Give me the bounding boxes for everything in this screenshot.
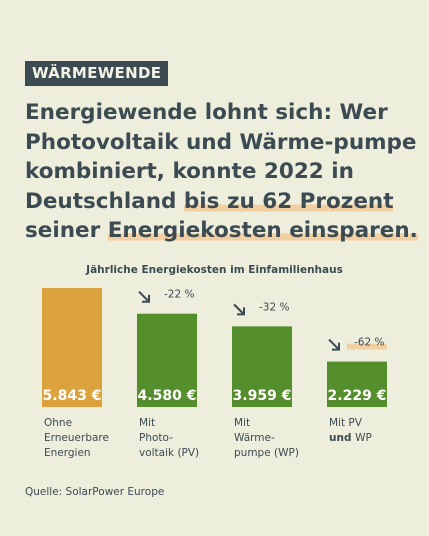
bar [327,361,387,407]
headline-text-2: seiner [25,218,108,243]
headline: Energiewende lohnt sich: Wer Photovoltai… [25,98,420,246]
headline-highlight-2: Energiekosten einsparen. [107,218,418,243]
headline-text-1: Energiewende lohnt sich: Wer Photovoltai… [25,100,417,214]
change-highlight [347,343,387,350]
category-label: Wärme- [234,432,275,444]
source-note: Quelle: SolarPower Europe [25,486,165,498]
down-arrow-icon [233,303,245,316]
category-label: Energien [44,447,91,459]
category-label: Mit [234,417,250,429]
category-label: Mit [139,417,155,429]
change-label: -32 % [259,301,289,313]
chart-title: Jährliche Energiekosten im Einfamilienha… [86,264,343,276]
category-label: voltaik (PV) [139,447,199,459]
bar-value-label: 3.959 € [233,388,292,404]
headline-highlight-1: bis zu 62 Prozent [183,188,394,214]
bar-value-label: 5.843 € [43,388,102,404]
category-label: und WP [329,432,372,444]
bar [232,326,292,407]
category-label: Ohne [44,417,72,429]
bar [137,313,197,407]
bar [42,288,102,407]
category-label: Photo- [139,432,173,444]
section-tag: WÄRMEWENDE [25,61,169,86]
bar-value-label: 4.580 € [138,388,197,404]
down-arrow-icon [328,338,340,351]
change-label: -62 % [354,337,384,349]
category-label: pumpe (WP) [234,447,299,459]
bar-value-label: 2.229 € [328,388,387,404]
category-label: Mit PV [329,417,363,429]
change-label: -22 % [164,289,194,301]
category-label: Erneuerbare [44,432,109,444]
down-arrow-icon [138,291,150,303]
